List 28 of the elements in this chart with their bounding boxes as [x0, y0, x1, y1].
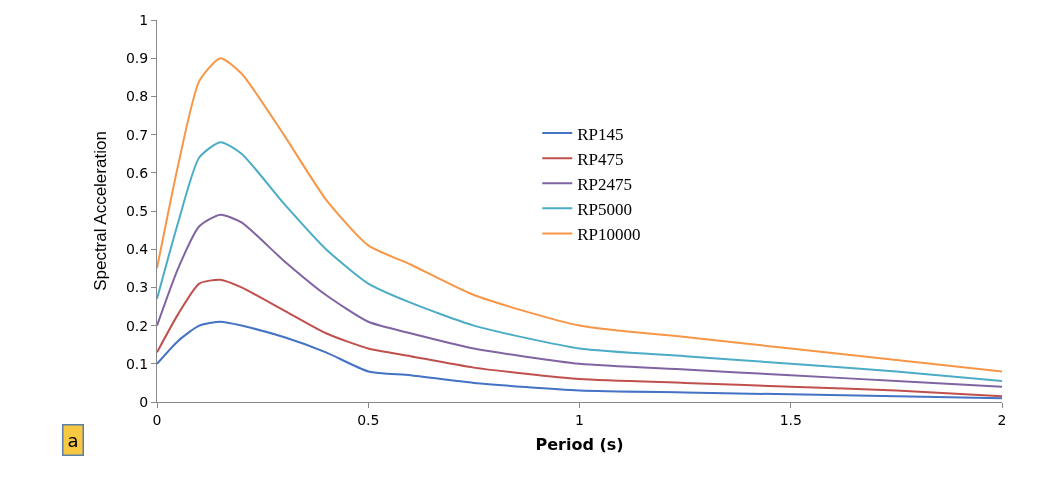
x-axis-title: Period (s) — [535, 435, 624, 455]
y-tick-label: 0.1 — [125, 355, 149, 372]
line-series — [157, 57, 1002, 373]
y-tick-label: 0.5 — [125, 202, 149, 219]
y-tick-label: 0 — [139, 393, 149, 410]
x-tick-label: 2 — [997, 411, 1007, 428]
legend-label: RP5000 — [577, 199, 633, 219]
y-tick-label: 0.4 — [125, 241, 149, 258]
legend-label: RP2475 — [577, 174, 633, 194]
legend-label: RP475 — [577, 149, 624, 169]
legend-label: RP145 — [577, 124, 624, 144]
x-tick-label: 1 — [575, 411, 584, 428]
y-tick-label: 0.2 — [125, 317, 149, 334]
y-tick-label: 1 — [139, 11, 149, 28]
x-tick-label: 0.5 — [357, 411, 380, 428]
x-tick-label: 0 — [152, 411, 162, 428]
y-axis-title: Spectral Acceleration — [91, 131, 111, 291]
text: a — [67, 429, 79, 451]
y-tick-label: 0.7 — [125, 126, 149, 143]
legend-label: RP10000 — [577, 225, 641, 245]
line-series — [157, 213, 1002, 388]
y-tick-label: 0.3 — [125, 279, 149, 296]
line-series — [157, 141, 1002, 382]
y-tick-label: 0.9 — [125, 50, 149, 67]
x-tick-label: 1.5 — [779, 411, 802, 428]
y-tick-label: 0.8 — [125, 88, 149, 105]
line-series — [157, 278, 1002, 398]
y-tick-label: 0.6 — [125, 164, 149, 181]
